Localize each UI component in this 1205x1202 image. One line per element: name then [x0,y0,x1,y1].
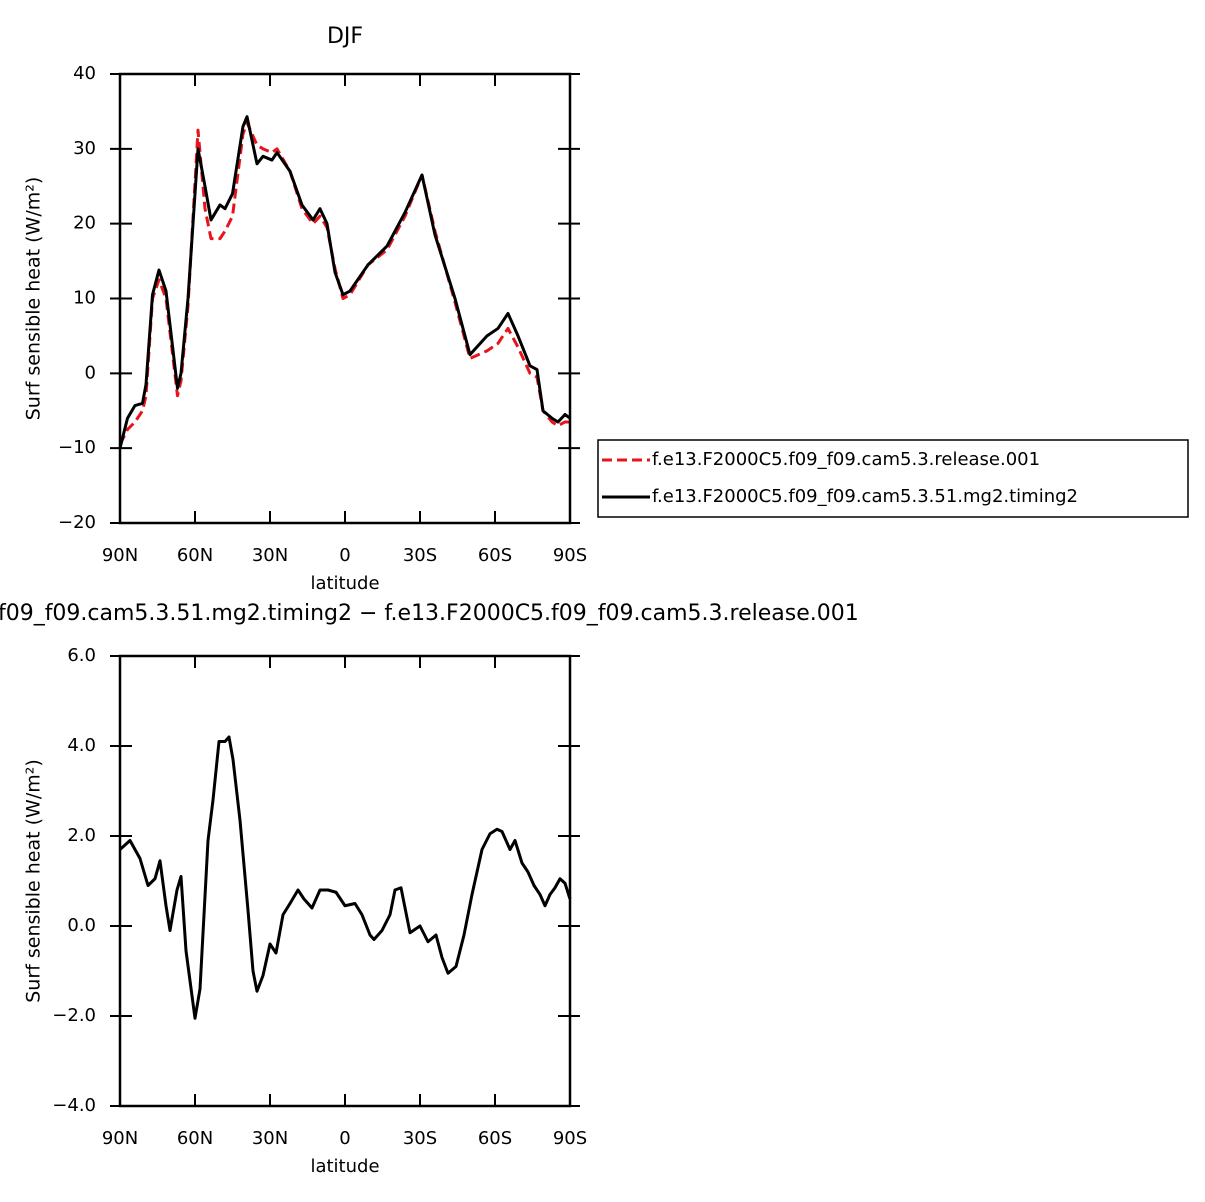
chart-title: f.e13.F2000C5.f09_f09.cam5.3.51.mg2.timi… [0,601,859,626]
chart-title: DJF [327,24,363,49]
x-tick-label: 90S [553,545,587,566]
legend-label: f.e13.F2000C5.f09_f09.cam5.3.release.001 [652,449,1040,470]
y-tick-label: 6.0 [67,645,96,666]
y-tick-label: −4.0 [52,1095,96,1116]
x-tick-label: 0 [339,545,350,566]
x-tick-label: 90N [102,1128,138,1149]
y-tick-label: 30 [73,138,96,159]
y-tick-label: 2.0 [67,825,96,846]
x-tick-label: 30N [252,1128,288,1149]
y-tick-label: 4.0 [67,735,96,756]
x-tick-label: 90S [553,1128,587,1149]
plot-frame [118,654,572,1108]
y-tick-label: 20 [73,213,96,234]
legend-label: f.e13.F2000C5.f09_f09.cam5.3.51.mg2.timi… [652,486,1078,507]
x-tick-label: 60S [478,1128,512,1149]
y-tick-label: 0.0 [67,915,96,936]
y-axis-label: Surf sensible heat (W/m²) [23,759,45,1003]
y-tick-label: −20 [58,512,96,533]
x-tick-label: 90N [102,545,138,566]
x-tick-label: 60S [478,545,512,566]
data-line [118,735,572,1020]
plot-frame [118,72,572,525]
x-tick-label: 0 [339,1128,350,1149]
y-tick-label: 0 [85,362,96,383]
y-tick-label: 40 [73,63,96,84]
x-tick-label: 60N [177,545,213,566]
x-tick-label: 30S [403,545,437,566]
data-line [118,115,571,449]
x-tick-label: 30S [403,1128,437,1149]
y-tick-label: −2.0 [52,1005,96,1026]
data-line [118,121,570,446]
y-tick-label: 10 [73,288,96,309]
x-tick-label: 30N [252,545,288,566]
x-axis-label: latitude [310,573,379,594]
legend-box [597,439,1189,518]
x-tick-label: 60N [177,1128,213,1149]
y-axis-label: Surf sensible heat (W/m²) [23,177,45,421]
x-axis-label: latitude [310,1156,379,1177]
y-tick-label: −10 [58,437,96,458]
